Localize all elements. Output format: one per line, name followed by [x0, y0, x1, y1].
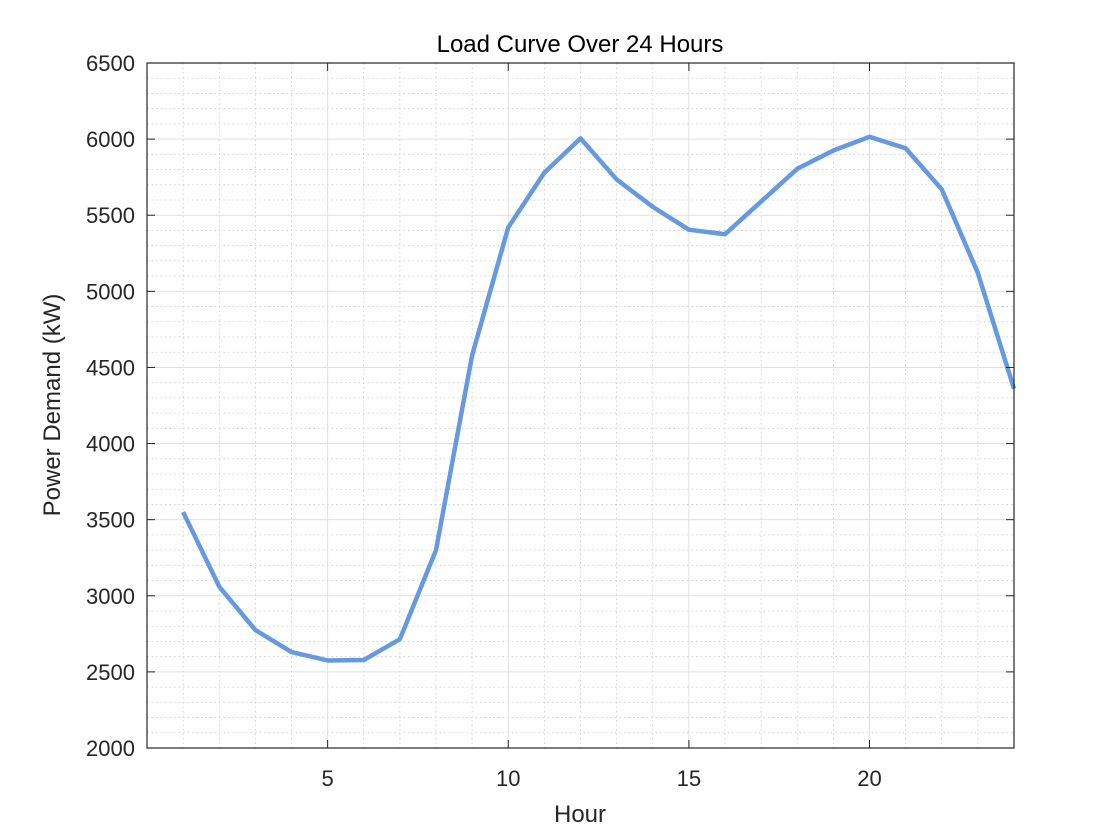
x-ticks: 5 10 15 20 [322, 63, 882, 791]
y-tick-label: 3500 [86, 508, 135, 533]
chart-title: Load Curve Over 24 Hours [437, 31, 724, 58]
y-tick-label: 2000 [86, 736, 135, 761]
x-tick-label: 10 [496, 766, 520, 791]
plot-frame [146, 62, 1015, 749]
series-line [181, 134, 1017, 663]
y-tick-label: 3000 [86, 584, 135, 609]
y-axis-label: Power Demand (kW) [39, 294, 66, 517]
y-tick-label: 5500 [86, 203, 135, 228]
series-layer [181, 134, 1017, 663]
y-ticks: 2000 2500 3000 3500 4000 4500 5000 5500 6000 6500 [86, 51, 1014, 761]
y-tick-label: 5000 [86, 279, 135, 304]
x-tick-label: 5 [322, 766, 334, 791]
y-tick-label: 2500 [86, 660, 135, 685]
y-tick-label: 6500 [86, 51, 135, 76]
y-tick-label: 4500 [86, 355, 135, 380]
y-tick-label: 6000 [86, 127, 135, 152]
x-tick-label: 15 [677, 766, 701, 791]
minor-grid [147, 63, 1014, 748]
y-tick-label: 4000 [86, 432, 135, 457]
x-axis-label: Hour [554, 801, 606, 828]
x-tick-label: 20 [857, 766, 881, 791]
